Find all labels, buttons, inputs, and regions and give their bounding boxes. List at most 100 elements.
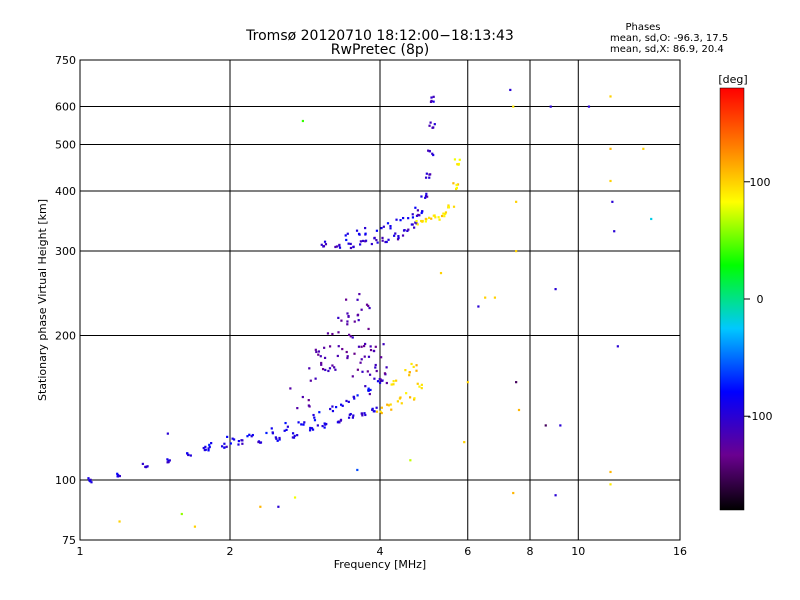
data-point <box>425 172 428 175</box>
data-point <box>144 465 147 468</box>
data-points <box>87 88 653 528</box>
x-tick-label: 4 <box>377 545 384 558</box>
data-point <box>428 149 431 153</box>
data-point <box>438 218 441 221</box>
data-point <box>364 232 367 235</box>
data-point <box>443 215 446 218</box>
data-point <box>376 380 380 383</box>
data-point <box>509 88 512 92</box>
data-point <box>416 382 419 385</box>
data-point <box>349 335 352 338</box>
data-point <box>407 228 410 231</box>
data-point <box>367 304 370 308</box>
data-point <box>220 445 224 448</box>
data-point <box>412 365 415 368</box>
data-point <box>257 440 260 444</box>
data-point <box>382 343 385 346</box>
data-point <box>376 241 379 244</box>
x-tick-label: 10 <box>571 545 585 558</box>
data-point <box>387 238 390 241</box>
y-tick-label: 75 <box>62 534 76 547</box>
data-point <box>421 220 424 223</box>
data-point <box>372 349 375 353</box>
data-point <box>456 183 460 186</box>
data-point <box>417 213 420 217</box>
data-point <box>440 214 444 218</box>
data-point <box>429 173 432 176</box>
data-point <box>338 244 341 247</box>
data-point <box>554 288 557 291</box>
data-point <box>367 389 370 392</box>
data-point <box>180 512 183 516</box>
data-point <box>413 226 416 229</box>
data-point <box>444 212 447 216</box>
data-point <box>271 432 275 435</box>
data-point <box>458 158 461 161</box>
data-point <box>315 350 318 354</box>
data-point <box>364 240 367 243</box>
data-point <box>375 406 378 409</box>
data-point <box>187 453 190 457</box>
data-point <box>226 435 229 438</box>
data-point <box>373 237 376 240</box>
data-point <box>611 200 614 203</box>
data-point <box>360 345 363 348</box>
data-point <box>116 475 120 478</box>
y-tick-label: 300 <box>55 245 76 258</box>
data-point <box>327 369 330 373</box>
data-point <box>118 520 121 523</box>
data-point <box>351 375 354 378</box>
data-point <box>341 404 344 407</box>
y-tick-label: 750 <box>55 54 76 67</box>
data-point <box>347 400 350 403</box>
data-point <box>371 408 374 411</box>
data-point <box>642 147 645 150</box>
data-point <box>251 433 254 437</box>
data-point <box>250 435 253 438</box>
data-point <box>364 413 367 417</box>
y-tick-label: 100 <box>55 474 76 487</box>
data-point <box>380 406 384 409</box>
data-point <box>409 459 412 462</box>
data-point <box>320 361 323 365</box>
data-point <box>360 412 363 415</box>
x-tick-label: 2 <box>227 545 234 558</box>
stats-line-o: mean, sd,O: -96.3, 17.5 <box>610 33 728 44</box>
data-point <box>424 217 427 221</box>
data-point <box>231 437 234 440</box>
data-point <box>320 363 323 366</box>
data-point <box>207 449 210 452</box>
data-point <box>393 234 396 237</box>
data-point <box>426 195 429 198</box>
data-point <box>353 352 356 355</box>
data-point <box>434 216 437 219</box>
data-point <box>346 312 349 315</box>
data-point <box>314 348 317 351</box>
data-point <box>356 298 359 301</box>
data-point <box>383 372 387 375</box>
data-point <box>399 396 402 399</box>
x-tick-label: 8 <box>527 545 534 558</box>
data-point <box>411 213 414 216</box>
data-point <box>444 211 448 214</box>
x-tick-labels: 1 2 4 6 8 10 16 <box>77 545 688 558</box>
data-point <box>309 426 312 430</box>
data-point <box>309 379 312 382</box>
data-point <box>385 240 388 244</box>
data-point <box>453 158 457 161</box>
data-point <box>186 452 189 455</box>
data-point <box>353 397 356 400</box>
data-point <box>378 381 382 384</box>
data-point <box>381 236 384 240</box>
data-point <box>380 227 383 230</box>
data-point <box>292 436 296 439</box>
data-point <box>335 245 339 248</box>
data-point <box>414 206 417 209</box>
data-point <box>381 239 384 242</box>
data-point <box>456 163 459 166</box>
data-point <box>404 369 407 372</box>
data-point <box>241 442 244 445</box>
data-point <box>302 423 305 426</box>
data-point <box>313 416 316 419</box>
